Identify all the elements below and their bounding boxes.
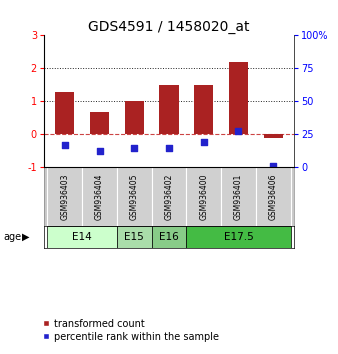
Text: GSM936405: GSM936405 (130, 173, 139, 220)
Bar (125, 101, 144, 134)
Bar (117, 226, 152, 248)
Text: GSM936401: GSM936401 (234, 173, 243, 220)
Point (62, 142, 68, 148)
Point (166, 145, 172, 151)
Bar (47, 226, 117, 248)
Point (131, 145, 137, 151)
Point (97, 149, 102, 154)
Text: E15: E15 (124, 232, 144, 242)
Bar (194, 85, 213, 134)
Bar (90, 112, 109, 134)
Bar (186, 167, 221, 226)
Text: E14: E14 (72, 232, 92, 242)
Bar (221, 167, 256, 226)
Bar (152, 226, 186, 248)
Bar (264, 134, 283, 138)
Text: E17.5: E17.5 (224, 232, 254, 242)
Text: GSM936402: GSM936402 (165, 173, 173, 220)
Legend: transformed count, percentile rank within the sample: transformed count, percentile rank withi… (39, 315, 223, 346)
Text: GSM936400: GSM936400 (199, 173, 208, 220)
Text: ▶: ▶ (22, 232, 29, 242)
Bar (186, 226, 291, 248)
Bar (82, 167, 117, 226)
Text: GSM936406: GSM936406 (269, 173, 278, 220)
Text: GSM936404: GSM936404 (95, 173, 104, 220)
Point (201, 139, 207, 144)
Title: GDS4591 / 1458020_at: GDS4591 / 1458020_at (88, 21, 250, 34)
Bar (55, 92, 74, 134)
Text: E16: E16 (159, 232, 179, 242)
Bar (256, 167, 291, 226)
Bar (229, 62, 248, 134)
Bar (152, 167, 186, 226)
Bar (47, 167, 82, 226)
Text: GSM936403: GSM936403 (60, 173, 69, 220)
Text: age: age (3, 232, 22, 242)
Bar (117, 167, 152, 226)
Bar (160, 86, 178, 134)
Point (270, 163, 276, 169)
Point (236, 128, 241, 134)
